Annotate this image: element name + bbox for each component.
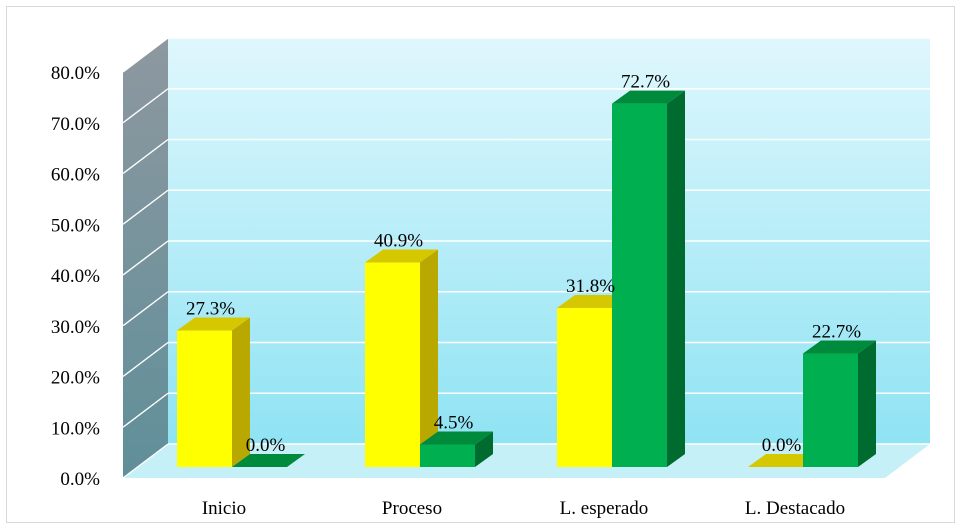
y-tick-label: 70.0% xyxy=(51,114,100,135)
x-axis: Inicio Proceso L. esperado L. Destacado xyxy=(202,498,845,519)
bar-2-1 xyxy=(612,103,667,467)
y-tick-label: 50.0% xyxy=(51,215,100,236)
gridline-side xyxy=(122,189,169,225)
bar-top-3-1 xyxy=(803,340,876,354)
bar-top-0-1 xyxy=(232,454,305,467)
bar-side-2-1 xyxy=(667,90,685,467)
y-tick-label: 0.0% xyxy=(60,469,100,490)
data-label-2-1: 72.7% xyxy=(621,72,670,93)
bar-side-3-1 xyxy=(858,340,876,467)
y-tick-label: 30.0% xyxy=(51,317,100,338)
gridline-side xyxy=(122,341,169,378)
y-axis: 0.0% 10.0% 20.0% 30.0% 40.0% 50.0% 60.0% 70.0% 8… xyxy=(51,63,100,490)
bar-top-0-0 xyxy=(177,317,250,331)
data-labels: 27.3% 0.0% 40.9% 4.5% 31.8% 72.7% 0.0% 22.7% xyxy=(186,72,861,456)
data-label-1-0: 40.9% xyxy=(374,231,423,252)
gridline-side xyxy=(122,240,169,276)
bar-top-3-0 xyxy=(748,454,821,467)
bar-side-1-1 xyxy=(475,431,493,467)
bar-side-0-0 xyxy=(232,317,250,467)
data-label-3-0: 0.0% xyxy=(762,435,802,456)
bar-3-1 xyxy=(803,353,858,467)
bar-2-0 xyxy=(557,308,612,467)
bar-0-0 xyxy=(177,330,232,467)
data-label-0-1: 0.0% xyxy=(246,435,286,456)
bar-side-1-0 xyxy=(420,249,438,467)
bar-1-1 xyxy=(420,444,475,467)
gridline-side xyxy=(122,138,169,175)
y-tick-label: 80.0% xyxy=(51,63,100,84)
x-tick-label: L. esperado xyxy=(560,498,649,519)
bars xyxy=(177,90,876,467)
y-tick-label: 60.0% xyxy=(51,165,100,186)
gridline-side xyxy=(122,443,169,479)
bar-top-1-1 xyxy=(420,431,493,445)
bar-top-2-1 xyxy=(612,90,685,104)
bar-top-1-0 xyxy=(365,249,438,263)
gridline-side xyxy=(122,88,169,124)
bar-1-0 xyxy=(365,262,420,467)
y-tick-label: 40.0% xyxy=(51,266,100,287)
gridline-side xyxy=(122,291,169,327)
data-label-1-1: 4.5% xyxy=(434,413,474,434)
data-label-2-0: 31.8% xyxy=(566,276,615,297)
x-tick-label: L. Destacado xyxy=(745,498,845,519)
y-tick-label: 10.0% xyxy=(51,418,100,439)
data-label-3-1: 22.7% xyxy=(812,322,861,343)
gridline-side xyxy=(122,37,169,73)
x-tick-label: Proceso xyxy=(382,498,442,519)
bar-top-2-0 xyxy=(557,295,630,309)
gridline-side xyxy=(122,392,169,428)
x-tick-label: Inicio xyxy=(202,498,246,519)
floor xyxy=(123,444,930,478)
y-tick-label: 20.0% xyxy=(51,368,100,389)
data-label-0-0: 27.3% xyxy=(186,299,235,320)
